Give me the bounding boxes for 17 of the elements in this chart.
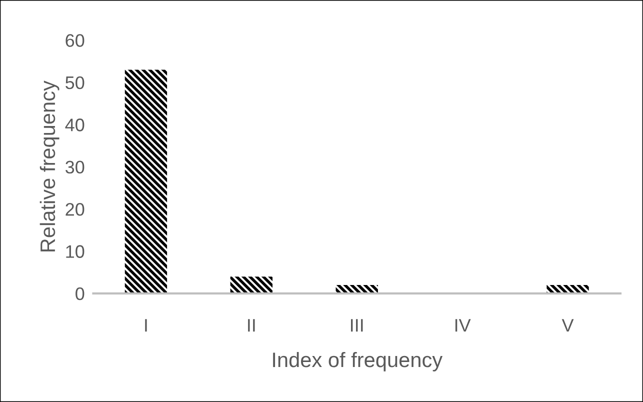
bar (124, 70, 168, 294)
y-tick-label: 40 (65, 118, 84, 132)
y-tick-label: 0 (76, 287, 84, 300)
x-axis-title: Index of frequency (273, 352, 443, 372)
x-tick-label: III (351, 319, 363, 332)
y-tick-label: 30 (66, 160, 84, 174)
y-tick-label: 60 (66, 34, 84, 47)
bar (230, 276, 273, 294)
y-axis-title: Relative frequency (40, 80, 60, 252)
y-tick-label: 10 (66, 245, 84, 258)
bar (546, 285, 589, 294)
x-tick-label: V (562, 319, 574, 332)
y-tick-label: 20 (66, 202, 84, 216)
x-tick-label: I (145, 319, 147, 332)
x-tick-label: IV (455, 319, 471, 332)
y-tick-label: 50 (66, 76, 84, 90)
x-tick-label: II (248, 319, 255, 332)
